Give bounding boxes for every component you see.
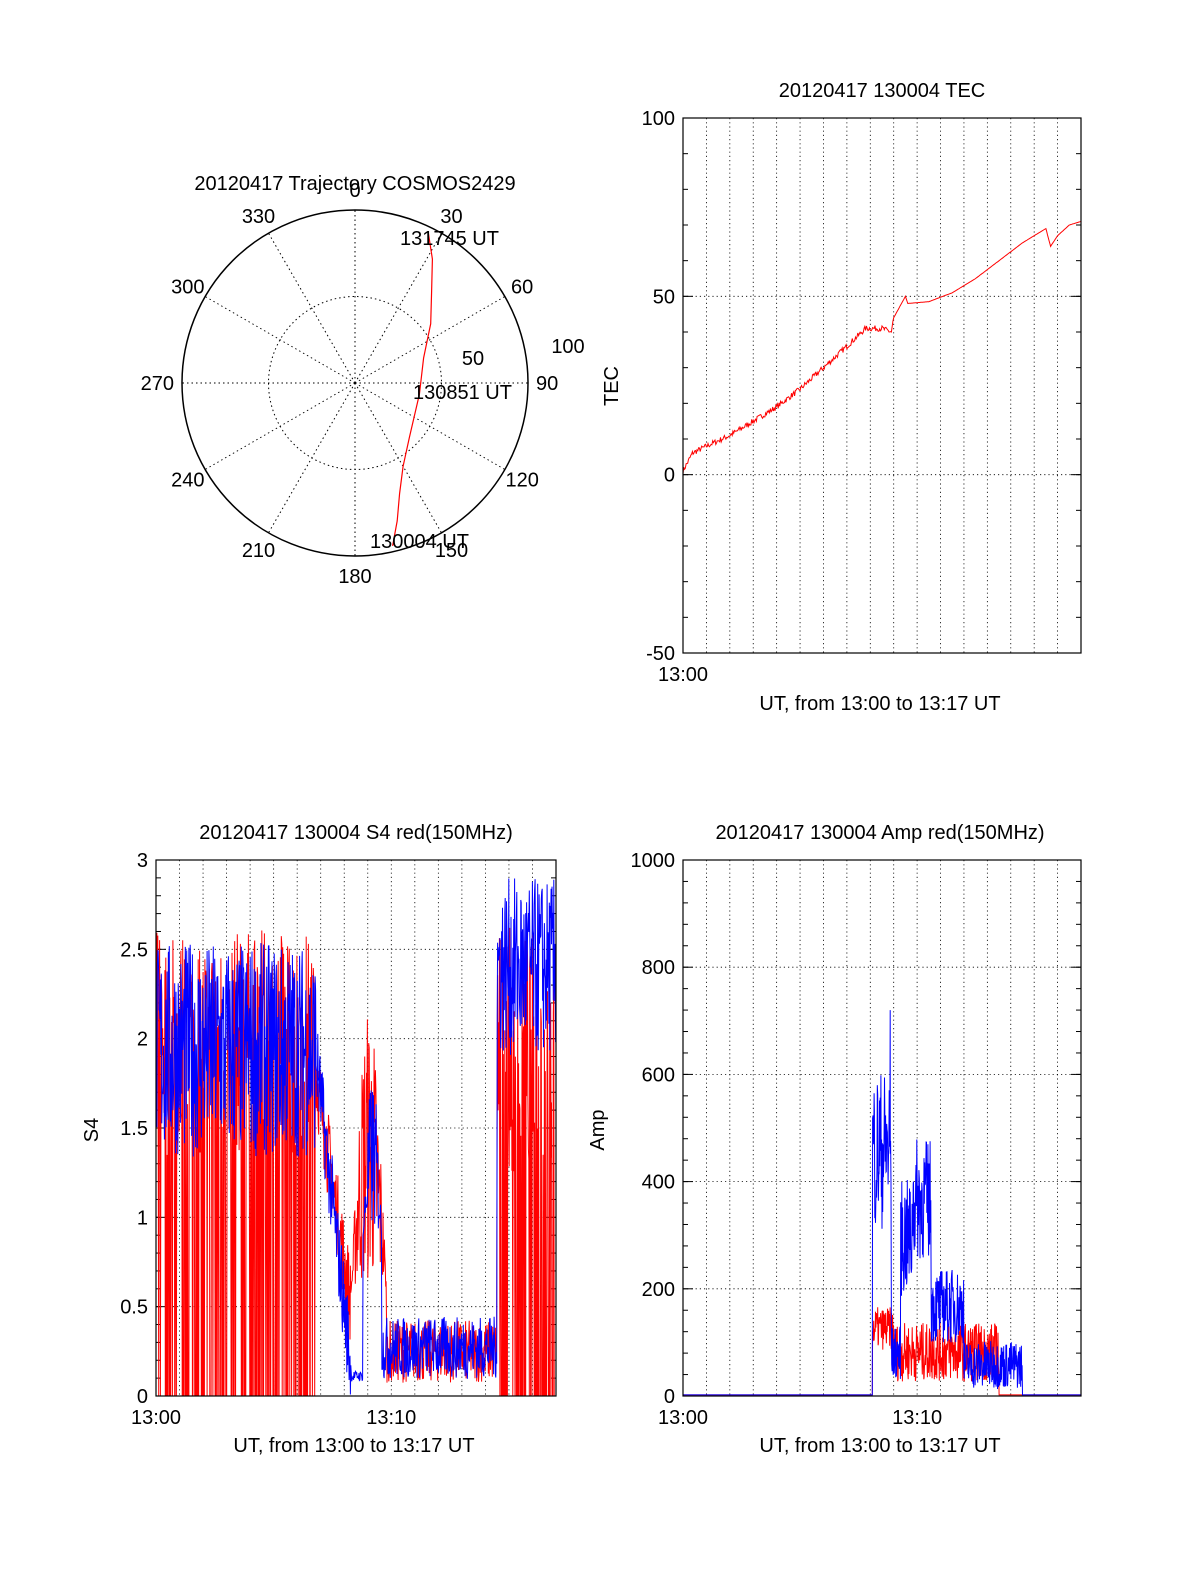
- tec-axes: -50 0 50 100 13:00: [642, 108, 1082, 686]
- y-tick-label: 200: [642, 1279, 675, 1301]
- y-tick-label: 2.5: [120, 939, 148, 961]
- s4-xlabel: UT, from 13:00 to 13:17 UT: [233, 1435, 474, 1457]
- amp-blue-series: [683, 1010, 1081, 1396]
- plot-frame: [155, 859, 557, 1397]
- tec-xlabel: UT, from 13:00 to 13:17 UT: [759, 693, 1000, 715]
- s4-red-series: [155, 927, 556, 1397]
- s4-title: 20120417 130004 S4 red(150MHz): [199, 822, 513, 844]
- plot-frame: [682, 859, 1082, 1397]
- polar-spoke: [268, 232, 356, 384]
- polar-spoke: [354, 296, 506, 384]
- y-tick-label: 1000: [631, 850, 676, 872]
- y-tick-label: 100: [642, 108, 675, 130]
- polar-azimuth-label: 330: [242, 206, 275, 228]
- polar-spoke: [354, 382, 506, 470]
- x-tick-label: 13:10: [892, 1407, 942, 1429]
- polar-azimuth-label: 180: [338, 566, 371, 588]
- amp-xlabel: UT, from 13:00 to 13:17 UT: [759, 1435, 1000, 1457]
- tec-ylabel: TEC: [601, 366, 623, 406]
- plot-frame: [682, 117, 1082, 654]
- trajectory-end-label: 131745 UT: [400, 228, 499, 250]
- polar-azimuth-label: 240: [171, 470, 204, 492]
- y-tick-label: 800: [642, 957, 675, 979]
- amp-axes: 0 200 400 600 800 1000 13:00 13:10: [631, 850, 1082, 1429]
- amp-ylabel: Amp: [587, 1109, 609, 1150]
- x-tick-label: 13:00: [131, 1407, 181, 1429]
- s4-panel: 20120417 130004 S4 red(150MHz) 0 0.5 1 1.5 2…: [81, 822, 557, 1457]
- x-tick-label: 13:10: [366, 1407, 416, 1429]
- polar-panel: 20120417 Trajectory COSMOS2429 0 30 60 90 12…: [141, 173, 585, 588]
- s4-ylabel: S4: [81, 1118, 103, 1142]
- y-tick-label: -50: [646, 643, 675, 665]
- trajectory-mid-label: 130851 UT: [413, 382, 512, 404]
- y-tick-label: 50: [653, 286, 675, 308]
- polar-azimuth-label: 60: [511, 277, 533, 299]
- polar-azimuth-label: 270: [141, 373, 174, 395]
- y-tick-label: 400: [642, 1172, 675, 1194]
- polar-azimuth-label: 120: [505, 470, 538, 492]
- y-tick-label: 0.5: [120, 1297, 148, 1319]
- amp-title: 20120417 130004 Amp red(150MHz): [715, 822, 1044, 844]
- polar-azimuth-labels: 0 30 60 90 120 150 180 210 240 270 300 330: [141, 180, 559, 588]
- polar-spoke: [268, 382, 356, 534]
- tec-panel: 20120417 130004 TEC -50 0 50 100 13:00 TEC U…: [601, 80, 1082, 715]
- polar-azimuth-label: 0: [349, 180, 360, 202]
- s4-blue-series: [155, 878, 557, 1395]
- polar-spoke: [204, 382, 356, 470]
- polar-azimuth-label: 300: [171, 277, 204, 299]
- polar-azimuth-label: 30: [440, 206, 462, 228]
- x-tick-label: 13:00: [658, 1407, 708, 1429]
- y-tick-label: 2: [137, 1029, 148, 1051]
- polar-radial-label-50: 50: [462, 348, 484, 370]
- y-tick-label: 600: [642, 1064, 675, 1086]
- amp-panel: 20120417 130004 Amp red(150MHz) 0 200 400 6…: [587, 822, 1082, 1457]
- tec-title: 20120417 130004 TEC: [779, 80, 985, 102]
- y-tick-label: 1: [137, 1207, 148, 1229]
- trajectory-start-label: 130004 UT: [370, 531, 469, 553]
- polar-spoke: [354, 382, 442, 534]
- polar-radial-label-100: 100: [551, 336, 584, 358]
- y-tick-label: 1.5: [120, 1118, 148, 1140]
- polar-spoke: [354, 232, 442, 384]
- tec-series: [682, 220, 1082, 475]
- polar-outer-ring: [181, 209, 529, 557]
- polar-azimuth-label: 90: [536, 373, 558, 395]
- trajectory-line: [392, 232, 434, 547]
- polar-azimuth-label: 150: [435, 540, 468, 562]
- y-tick-label: 3: [137, 850, 148, 872]
- polar-grid: [181, 209, 529, 557]
- s4-axes: 0 0.5 1 1.5 2 2.5 3 13:00 13:10: [120, 850, 557, 1429]
- polar-title: 20120417 Trajectory COSMOS2429: [194, 173, 515, 195]
- y-tick-label: 0: [137, 1386, 148, 1408]
- y-tick-label: 0: [664, 465, 675, 487]
- polar-spoke: [204, 296, 356, 384]
- y-tick-label: 0: [664, 1386, 675, 1408]
- x-tick-label: 13:00: [658, 664, 708, 686]
- polar-azimuth-label: 210: [242, 540, 275, 562]
